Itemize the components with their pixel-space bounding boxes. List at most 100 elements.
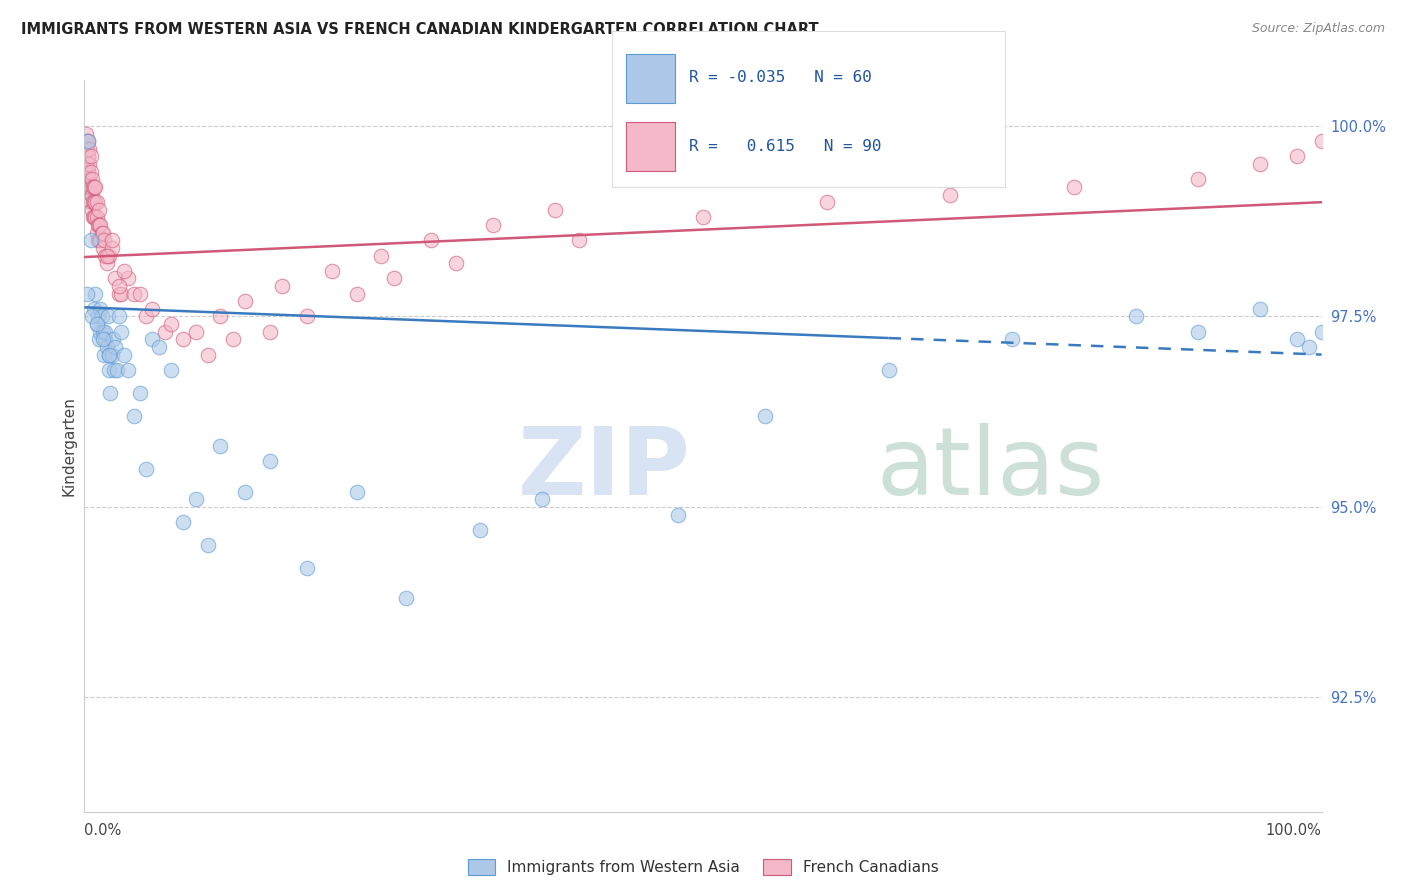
Point	[444, 256, 467, 270]
Point	[79, 172, 101, 186]
Text: ZIP: ZIP	[517, 423, 690, 515]
Point	[395, 591, 418, 606]
Point	[94, 325, 117, 339]
Point	[76, 142, 98, 156]
Point	[108, 310, 131, 324]
Point	[129, 286, 152, 301]
Point	[100, 241, 122, 255]
Point	[141, 301, 163, 316]
Point	[1187, 325, 1209, 339]
Point	[197, 538, 219, 552]
Point	[77, 164, 100, 178]
Point	[1285, 332, 1308, 346]
Point	[122, 286, 145, 301]
Point	[86, 317, 108, 331]
Text: Source: ZipAtlas.com: Source: ZipAtlas.com	[1251, 22, 1385, 36]
Point	[79, 157, 101, 171]
Text: IMMIGRANTS FROM WESTERN ASIA VS FRENCH CANADIAN KINDERGARTEN CORRELATION CHART: IMMIGRANTS FROM WESTERN ASIA VS FRENCH C…	[21, 22, 818, 37]
Point	[1249, 301, 1271, 316]
Point	[89, 218, 111, 232]
Point	[79, 180, 101, 194]
Point	[1310, 325, 1333, 339]
Point	[1187, 172, 1209, 186]
Point	[419, 233, 441, 247]
Point	[222, 332, 245, 346]
Point	[172, 332, 194, 346]
Point	[98, 363, 121, 377]
Point	[197, 347, 219, 361]
Point	[141, 332, 163, 346]
Legend: Immigrants from Western Asia, French Canadians: Immigrants from Western Asia, French Can…	[468, 860, 938, 875]
Point	[98, 347, 121, 361]
Point	[1310, 134, 1333, 148]
Point	[108, 286, 131, 301]
Point	[83, 211, 105, 225]
Point	[98, 248, 121, 262]
Point	[271, 279, 294, 293]
Point	[76, 157, 98, 171]
Point	[135, 462, 157, 476]
Point	[76, 172, 98, 186]
Point	[135, 310, 157, 324]
Point	[89, 233, 111, 247]
Point	[160, 363, 183, 377]
Point	[89, 325, 111, 339]
Point	[79, 164, 101, 178]
Y-axis label: Kindergarten: Kindergarten	[60, 396, 76, 496]
Point	[153, 325, 176, 339]
Point	[259, 454, 281, 468]
Point	[86, 317, 108, 331]
Point	[82, 195, 104, 210]
Point	[86, 195, 108, 210]
Point	[82, 211, 104, 225]
Point	[75, 142, 97, 156]
Point	[259, 325, 281, 339]
Text: atlas: atlas	[876, 423, 1105, 515]
Point	[79, 142, 101, 156]
Point	[470, 523, 492, 537]
Point	[105, 363, 128, 377]
Point	[692, 211, 714, 225]
Point	[75, 127, 97, 141]
Point	[91, 325, 114, 339]
Point	[87, 218, 110, 232]
Point	[90, 310, 112, 324]
Point	[1001, 332, 1024, 346]
Point	[91, 226, 114, 240]
Point	[87, 233, 110, 247]
Point	[76, 134, 98, 148]
Point	[94, 332, 117, 346]
Point	[1125, 310, 1147, 324]
Point	[80, 202, 103, 217]
Point	[98, 347, 121, 361]
Point	[77, 149, 100, 163]
Point	[83, 180, 105, 194]
Text: R = -0.035   N = 60: R = -0.035 N = 60	[689, 70, 872, 85]
Point	[100, 347, 122, 361]
Point	[80, 172, 103, 186]
Point	[295, 561, 318, 575]
Point	[104, 340, 127, 354]
Point	[91, 332, 114, 346]
Point	[117, 363, 139, 377]
Point	[94, 248, 117, 262]
Point	[108, 279, 131, 293]
Point	[93, 233, 115, 247]
Point	[321, 264, 343, 278]
Point	[666, 508, 689, 522]
Point	[77, 180, 100, 194]
Point	[543, 202, 565, 217]
Text: 100.0%: 100.0%	[1265, 823, 1322, 838]
Point	[84, 286, 107, 301]
Point	[531, 492, 554, 507]
Point	[233, 484, 256, 499]
Point	[815, 195, 838, 210]
Text: 0.0%: 0.0%	[84, 823, 121, 838]
Point	[148, 340, 170, 354]
Point	[84, 180, 107, 194]
Point	[754, 409, 776, 423]
Point	[184, 492, 207, 507]
Point	[89, 233, 111, 247]
Point	[100, 233, 122, 247]
Point	[101, 332, 124, 346]
